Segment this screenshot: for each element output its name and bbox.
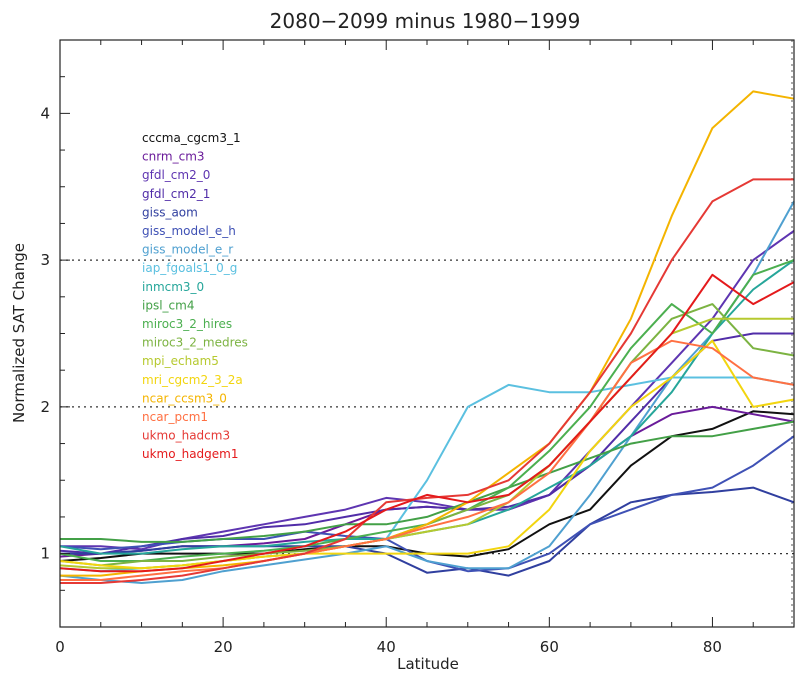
legend-entry: iap_fgoals1_0_g xyxy=(142,261,237,275)
legend-entry: ipsl_cm4 xyxy=(142,298,194,312)
legend-entry: ncar_pcm1 xyxy=(142,410,208,424)
series-lines xyxy=(59,90,795,584)
plot-frame xyxy=(59,39,795,628)
series-line-gfdl-cm2-0 xyxy=(60,229,795,551)
legend-entry: giss_model_e_h xyxy=(142,224,236,238)
legend-entry: giss_aom xyxy=(142,205,198,219)
legend-entry: cccma_cgcm3_1 xyxy=(142,131,241,145)
legend-entry: mpi_echam5 xyxy=(142,354,219,368)
x-tick-label: 80 xyxy=(703,638,722,656)
y-axis-label: Normalized SAT Change xyxy=(10,243,28,423)
chart-title: 2080−2099 minus 1980−1999 xyxy=(270,9,581,33)
x-tick-label: 20 xyxy=(214,638,233,656)
series-line-mri-cgcm2-3-2a xyxy=(59,339,795,570)
legend-entry: gfdl_cm2_0 xyxy=(142,168,210,182)
legend-entry: inmcm3_0 xyxy=(142,280,204,294)
y-tick-label: 2 xyxy=(40,398,50,416)
legend-entry: miroc3_2_hires xyxy=(142,317,232,331)
series-line-ncar-pcm1 xyxy=(60,339,795,581)
x-axis-label: Latitude xyxy=(397,655,459,673)
legend-entry: ncar_ccsm3_0 xyxy=(142,391,227,405)
x-tick-label: 60 xyxy=(540,638,559,656)
y-tick-label: 3 xyxy=(40,251,50,269)
legend-entry: ukmo_hadgem1 xyxy=(142,447,239,461)
series-line-ipsl-cm4 xyxy=(60,420,795,543)
y-tick-label: 1 xyxy=(40,545,50,563)
series-line-ukmo-hadgem1 xyxy=(59,273,795,573)
legend-entry: miroc3_2_medres xyxy=(142,336,248,350)
legend-entry: mri_cgcm2_3_2a xyxy=(142,373,243,387)
x-tick-label: 40 xyxy=(377,638,396,656)
reference-lines xyxy=(60,40,794,627)
x-tick-label: 0 xyxy=(55,638,65,656)
legend-entry: giss_model_e_r xyxy=(142,243,233,257)
axis-ticks: 0 20 40 60 80 1 2 3 4 xyxy=(40,39,754,656)
y-tick-label: 4 xyxy=(40,104,50,122)
legend-entry: gfdl_cm2_1 xyxy=(142,187,210,201)
legend-entry: ukmo_hadcm3 xyxy=(142,429,230,443)
legend-entry: cnrm_cm3 xyxy=(142,150,205,164)
legend: cccma_cgcm3_1 cnrm_cm3 gfdl_cm2_0 gfdl_cm2_… xyxy=(142,131,248,461)
series-line-ukmo-hadcm3 xyxy=(60,178,794,584)
